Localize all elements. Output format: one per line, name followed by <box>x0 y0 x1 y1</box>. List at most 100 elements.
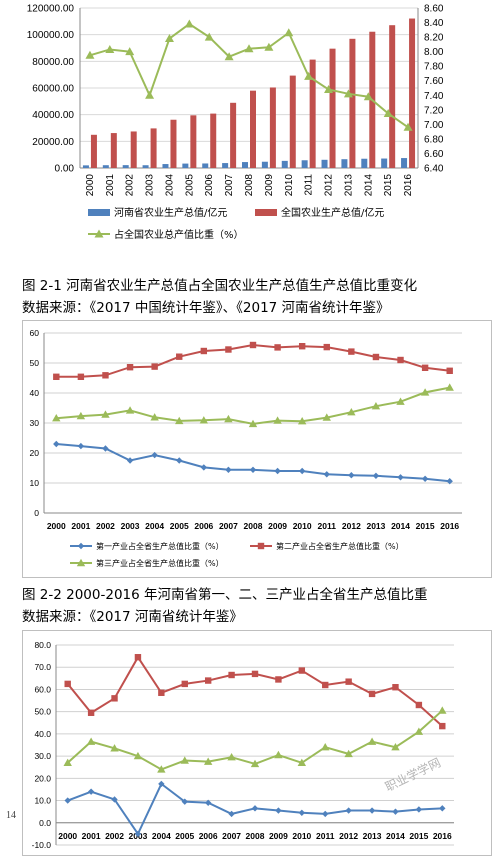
x-tick-label: 2016 <box>440 521 459 531</box>
legend-swatch-henan <box>88 209 110 216</box>
series-marker-2 <box>322 413 331 421</box>
bar-national <box>289 75 296 168</box>
series-line-0 <box>56 443 450 483</box>
y-tick-label: 60000.00 <box>32 84 74 95</box>
bar-henan <box>261 161 268 168</box>
bar-henan <box>162 164 169 168</box>
bar-henan <box>202 163 209 168</box>
series-marker-0 <box>77 442 85 450</box>
legend-label-national: 全国农业生产总值/亿元 <box>281 206 384 219</box>
series-marker-1 <box>110 744 119 752</box>
series-marker-0 <box>439 722 446 730</box>
ratio-marker <box>363 92 373 101</box>
series-marker-1 <box>446 367 453 374</box>
x-tick-label: 2000 <box>85 174 96 197</box>
x-tick-label: 2012 <box>324 174 335 197</box>
ratio-marker <box>324 84 334 93</box>
ratio-marker <box>105 44 115 53</box>
bar-henan <box>281 160 288 168</box>
bar-national <box>409 18 416 169</box>
x-tick-label: 2001 <box>105 174 116 197</box>
series-marker-1 <box>274 750 283 759</box>
series-marker-2 <box>368 807 376 814</box>
series-marker-2 <box>111 796 118 803</box>
series-marker-1 <box>391 743 400 751</box>
x-tick-label: 2016 <box>403 174 414 197</box>
y2-tick-label: 7.20 <box>424 105 444 116</box>
y-tick-label: 40.0 <box>34 729 51 739</box>
series-marker-0 <box>102 445 109 452</box>
ratio-marker <box>125 47 135 56</box>
series-marker-1 <box>250 759 260 768</box>
series-marker-2 <box>298 809 306 816</box>
bar-national <box>269 87 276 168</box>
y-tick-label: 60.0 <box>34 684 51 694</box>
bar-national <box>389 25 396 169</box>
series-marker-2 <box>125 406 135 414</box>
x-tick-label: 2004 <box>164 174 175 197</box>
series-marker-1 <box>133 751 143 760</box>
legend-swatch-national <box>255 209 277 216</box>
x-tick-label: 2006 <box>194 521 213 531</box>
y2-tick-label: 8.60 <box>424 4 444 15</box>
y2-tick-label: 7.40 <box>424 91 444 102</box>
series-marker-0 <box>415 701 423 709</box>
series-marker-1 <box>274 344 281 351</box>
series-marker-0 <box>372 472 380 479</box>
ratio-marker <box>403 122 413 131</box>
series-marker-1 <box>348 348 355 355</box>
x-tick-label: 2009 <box>264 174 275 197</box>
y-tick-label: 20 <box>30 448 40 458</box>
x-tick-label: 2002 <box>105 831 124 841</box>
ratio-marker <box>164 34 174 43</box>
series-marker-2 <box>228 810 235 818</box>
y-tick-label: 80.0 <box>34 640 51 650</box>
ratio-marker <box>204 32 214 41</box>
x-tick-label: 2011 <box>304 174 315 196</box>
series-marker-0 <box>176 457 183 464</box>
y-tick-label: 50.0 <box>34 707 51 717</box>
series-marker-1 <box>86 737 96 745</box>
bar-henan <box>222 163 229 168</box>
series-marker-0 <box>228 671 235 679</box>
x-tick-label: 2004 <box>152 831 171 841</box>
x-tick-label: 2001 <box>82 831 101 841</box>
y2-tick-label: 8.40 <box>424 18 444 29</box>
x-tick-label: 2016 <box>433 831 452 841</box>
series-marker-2 <box>420 388 430 396</box>
bar-national <box>90 134 97 168</box>
series-marker-0 <box>298 667 306 674</box>
y-tick-label: 80000.00 <box>32 57 74 68</box>
x-tick-label: 2010 <box>284 174 295 197</box>
ratio-marker <box>85 50 95 59</box>
ratio-marker <box>343 89 353 98</box>
series-marker-1 <box>200 347 208 355</box>
x-tick-label: 2013 <box>363 831 382 841</box>
series-marker-0 <box>251 670 259 678</box>
y-tick-label: 30 <box>30 418 40 428</box>
series-marker-0 <box>158 689 165 696</box>
y-tick-label: 40 <box>30 388 40 398</box>
y-tick-label: -10.0 <box>32 840 52 850</box>
series-marker-1 <box>438 706 447 714</box>
x-tick-label: 2000 <box>58 831 77 841</box>
legend-marker-1 <box>257 542 265 550</box>
series-marker-1 <box>397 356 404 364</box>
series-marker-1 <box>227 753 236 761</box>
page-number: 14 <box>6 810 16 821</box>
y2-tick-label: 6.60 <box>424 149 444 160</box>
figure-2-title: 图 2-2 2000-2016 年河南省第一、二、三产业占全省生产总值比重 <box>22 587 428 603</box>
y-tick-label: 40000.00 <box>32 110 74 121</box>
y2-tick-label: 6.40 <box>424 164 444 175</box>
series-marker-2 <box>322 810 329 818</box>
series-marker-1 <box>126 364 134 371</box>
legend-marker-ratio <box>94 229 104 238</box>
series-marker-2 <box>371 402 381 410</box>
x-tick-label: 2011 <box>318 521 337 531</box>
series-marker-0 <box>126 457 134 464</box>
ratio-marker <box>383 108 393 117</box>
bar-national <box>349 38 356 168</box>
x-tick-label: 2002 <box>96 521 115 531</box>
series-marker-2 <box>134 830 142 838</box>
figure-1-title: 图 2-1 河南省农业生产总值占全国农业生产总值生产总值比重变化 <box>22 278 418 294</box>
